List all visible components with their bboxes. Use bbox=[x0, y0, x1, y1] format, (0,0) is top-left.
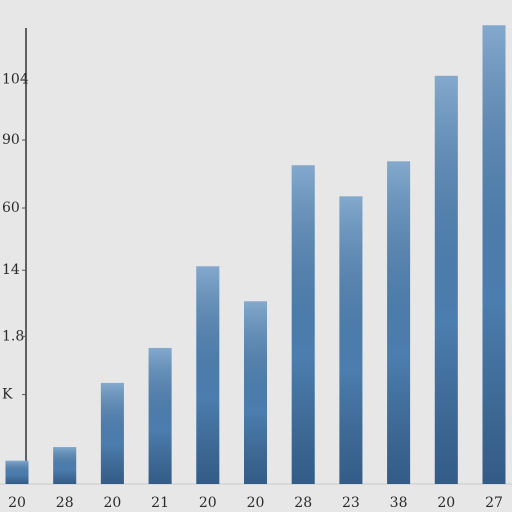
bar-shade bbox=[482, 25, 506, 485]
bar-shade bbox=[53, 447, 77, 484]
x-tick-label: 20 bbox=[103, 495, 121, 511]
x-tick-label: 20 bbox=[8, 495, 26, 511]
y-tick-label: K bbox=[2, 387, 13, 403]
x-tick-label: 38 bbox=[390, 495, 408, 511]
y-tick-label: 60 bbox=[2, 200, 20, 216]
x-tick-label: 27 bbox=[485, 495, 503, 511]
y-tick-label: 1.8 bbox=[2, 328, 24, 344]
x-tick-label: 23 bbox=[342, 495, 360, 511]
y-tick-label: 90 bbox=[2, 132, 20, 148]
bar-shade bbox=[148, 347, 172, 484]
bar-shade bbox=[5, 460, 29, 484]
bar-shade bbox=[339, 196, 363, 484]
x-tick-label: 21 bbox=[151, 495, 169, 511]
y-tick-label: 14 bbox=[2, 262, 20, 278]
x-tick-label: 20 bbox=[199, 495, 217, 511]
x-tick-label: 28 bbox=[294, 495, 312, 511]
bar-shade bbox=[291, 165, 315, 485]
bar-shade bbox=[434, 75, 458, 485]
bar-shade bbox=[100, 382, 124, 484]
bar-shade bbox=[196, 266, 220, 484]
bar-shade bbox=[387, 161, 411, 484]
y-tick-label: 104 bbox=[2, 72, 29, 88]
x-tick-label: 20 bbox=[437, 495, 455, 511]
x-tick-label: 28 bbox=[56, 495, 74, 511]
x-tick-label: 20 bbox=[247, 495, 265, 511]
bar-shade bbox=[244, 301, 267, 484]
